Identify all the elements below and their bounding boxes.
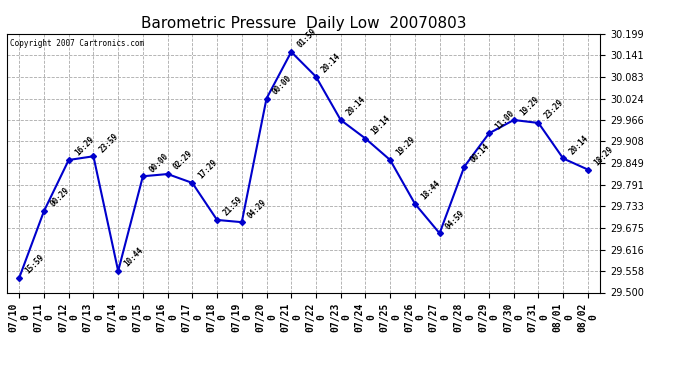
Text: 15:59: 15:59	[23, 253, 46, 276]
Text: 23:29: 23:29	[542, 98, 565, 121]
Text: 00:00: 00:00	[270, 74, 293, 96]
Text: 19:29: 19:29	[394, 135, 417, 158]
Text: 21:59: 21:59	[221, 195, 244, 218]
Text: 00:14: 00:14	[469, 142, 491, 165]
Text: 01:59: 01:59	[295, 27, 318, 50]
Text: 00:29: 00:29	[48, 186, 71, 209]
Text: Copyright 2007 Cartronics.com: Copyright 2007 Cartronics.com	[10, 39, 144, 48]
Text: 20:14: 20:14	[567, 134, 590, 156]
Text: 19:14: 19:14	[370, 114, 393, 136]
Text: 10:44: 10:44	[122, 246, 145, 269]
Text: 18:29: 18:29	[592, 145, 615, 167]
Text: 02:29: 02:29	[172, 149, 195, 172]
Text: 00:00: 00:00	[147, 152, 170, 174]
Text: 20:14: 20:14	[345, 95, 368, 118]
Text: 17:29: 17:29	[197, 158, 219, 181]
Text: 19:29: 19:29	[518, 95, 541, 118]
Text: 18:44: 18:44	[419, 179, 442, 201]
Text: 11:00: 11:00	[493, 108, 516, 131]
Text: 16:29: 16:29	[73, 135, 96, 158]
Text: 23:59: 23:59	[97, 131, 120, 154]
Text: 04:59: 04:59	[444, 209, 466, 231]
Text: 04:29: 04:29	[246, 197, 268, 220]
Text: 20:14: 20:14	[320, 52, 343, 75]
Title: Barometric Pressure  Daily Low  20070803: Barometric Pressure Daily Low 20070803	[141, 16, 466, 31]
